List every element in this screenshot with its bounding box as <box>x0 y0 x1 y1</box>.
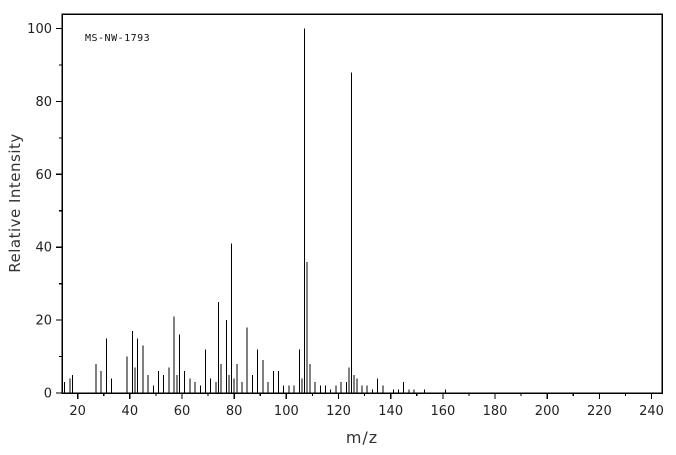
y-tick-label: 0 <box>44 387 52 402</box>
x-tick-label: 80 <box>226 404 243 419</box>
x-tick-label: 120 <box>326 404 351 419</box>
x-axis-label: m/z <box>345 428 379 447</box>
y-tick-label: 60 <box>35 168 52 183</box>
x-tick-label: 40 <box>122 404 139 419</box>
plot-frame <box>61 13 663 394</box>
x-axis-ticks: 20 40 60 80 100 120 140 160 180 200 220 240 <box>69 393 664 419</box>
x-tick-label: 220 <box>587 404 612 419</box>
y-tick-label: 40 <box>35 241 52 256</box>
x-tick-label: 200 <box>535 404 560 419</box>
x-tick-label: 240 <box>639 404 664 419</box>
y-tick-label: 100 <box>27 22 52 37</box>
x-tick-label: 60 <box>174 404 191 419</box>
x-tick-label: 140 <box>378 404 403 419</box>
plot-border <box>61 13 663 394</box>
x-tick-label: 160 <box>430 404 455 419</box>
y-tick-label: 80 <box>35 95 52 110</box>
spectrum-peaks <box>64 28 446 393</box>
x-tick-label: 100 <box>274 404 299 419</box>
spectrum-id-label: MS-NW-1793 <box>85 33 151 44</box>
y-tick-label: 20 <box>35 314 52 329</box>
y-axis-ticks: 0 20 40 60 80 100 <box>27 22 62 402</box>
x-tick-label: 180 <box>483 404 508 419</box>
x-tick-label: 20 <box>69 404 86 419</box>
